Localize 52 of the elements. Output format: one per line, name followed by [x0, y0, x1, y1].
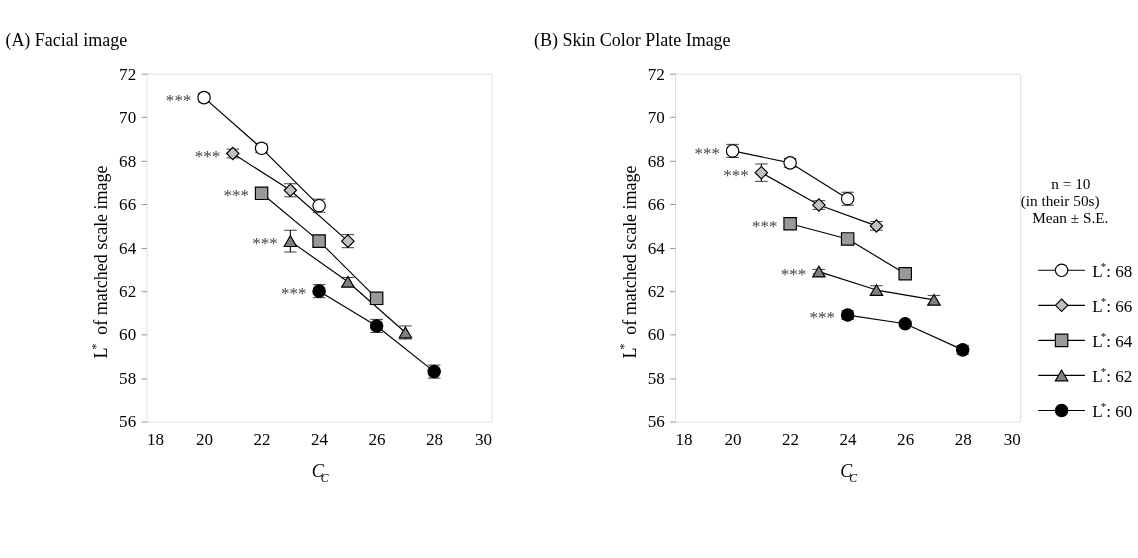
x-tick-label: 24	[839, 429, 858, 449]
y-axis-title: L* of matched scale image	[618, 165, 640, 359]
y-tick-label: 60	[119, 325, 137, 345]
annotation: ***	[194, 146, 221, 166]
legend-label: L*: 68	[1092, 259, 1133, 281]
x-tick-label: 24	[311, 429, 329, 449]
y-tick-label: 70	[647, 108, 665, 128]
x-tick-label: 28	[426, 429, 444, 449]
legend-label: L*: 66	[1092, 294, 1133, 316]
y-tick-label: 72	[119, 64, 137, 84]
x-tick-label: 22	[253, 429, 271, 449]
annotation: ***	[723, 165, 749, 185]
y-tick-label: 60	[647, 325, 665, 345]
x-tick-label: 26	[897, 429, 915, 449]
annotation: ***	[223, 186, 249, 206]
x-tick-label: 30	[475, 429, 493, 449]
y-tick-label: 68	[647, 151, 665, 171]
x-tick-label: 28	[954, 429, 972, 449]
legend-label: L*: 64	[1092, 329, 1133, 351]
y-axis-title: L* of matched scale image	[89, 165, 111, 359]
annotation: ***	[252, 234, 278, 254]
legend-label: L*: 62	[1092, 364, 1133, 386]
annotation: ***	[780, 264, 807, 284]
legend-label: L*: 60	[1092, 399, 1133, 421]
y-tick-label: 70	[119, 108, 137, 128]
y-tick-label: 58	[647, 368, 665, 388]
annotation: ***	[751, 216, 778, 236]
legend-title: n = 10 (in their 50s) Mean ± S.E.	[1020, 174, 1109, 226]
y-tick-label: 62	[647, 281, 665, 301]
x-tick-label: 20	[724, 429, 742, 449]
y-tick-label: 72	[647, 64, 665, 84]
y-tick-label: 64	[647, 238, 666, 258]
x-tick-label: 26	[368, 429, 387, 449]
annotation: ***	[165, 90, 192, 110]
x-tick-label: 18	[146, 429, 165, 449]
x-tick-label: 18	[675, 429, 693, 449]
y-tick-label: 56	[119, 412, 137, 432]
y-tick-label: 56	[647, 412, 666, 432]
annotation: ***	[280, 284, 307, 304]
x-tick-label: 20	[195, 429, 214, 449]
y-tick-label: 62	[119, 281, 137, 301]
y-tick-label: 58	[119, 368, 137, 388]
x-tick-label: 22	[782, 429, 800, 449]
y-tick-label: 66	[647, 195, 666, 215]
y-tick-label: 66	[119, 195, 137, 215]
y-tick-label: 68	[119, 151, 137, 171]
chart-title: (A) Facial image	[5, 29, 128, 51]
x-tick-label: 30	[1003, 429, 1021, 449]
annotation: ***	[809, 308, 836, 328]
chart-title: (B) Skin Color Plate Image	[533, 29, 731, 51]
annotation: ***	[694, 144, 721, 163]
y-tick-label: 64	[119, 238, 137, 258]
